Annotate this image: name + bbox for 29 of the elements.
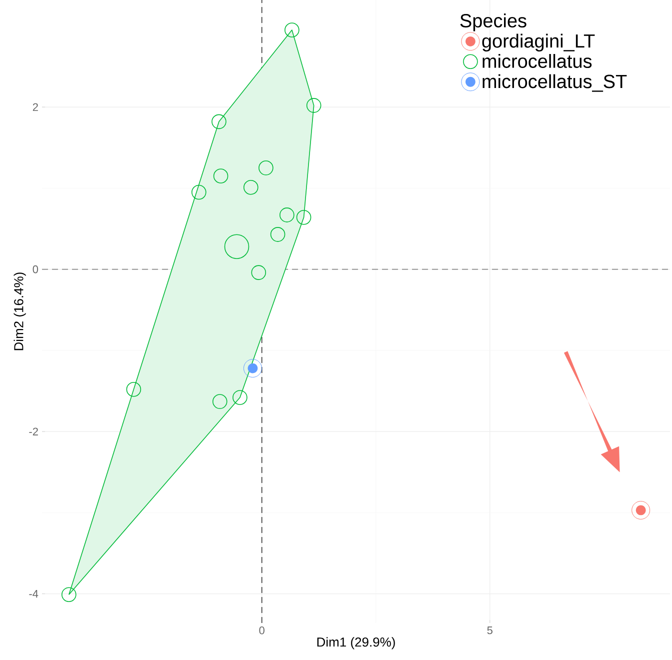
point	[62, 587, 76, 602]
point	[191, 184, 206, 200]
legend-label: microcellatus_ST	[482, 74, 627, 92]
point	[306, 98, 322, 113]
point	[243, 359, 262, 378]
point	[213, 168, 228, 184]
y-tick-label: 2	[32, 103, 38, 111]
point	[251, 265, 266, 280]
legend-label: microcellatus	[482, 54, 592, 68]
point	[284, 22, 300, 38]
point	[212, 114, 226, 130]
point	[212, 394, 228, 409]
point	[232, 390, 248, 405]
point	[243, 180, 258, 195]
x-axis-title: Dim1 (29.9%)	[317, 637, 395, 650]
y-tick-label: -2	[29, 428, 38, 436]
point	[258, 160, 274, 176]
point	[296, 210, 312, 225]
y-axis-title: Dim2 (16.4%)	[14, 272, 26, 350]
point	[270, 227, 286, 242]
point	[280, 208, 294, 222]
y-tick-label: -4	[29, 590, 38, 598]
legend-title: Species	[460, 14, 526, 32]
legend-label: gordiagini_LT	[482, 34, 595, 52]
x-tick-label: 5	[487, 626, 492, 634]
point	[224, 234, 250, 259]
point	[632, 500, 650, 520]
point	[126, 382, 142, 397]
y-tick-label: 0	[32, 265, 38, 274]
